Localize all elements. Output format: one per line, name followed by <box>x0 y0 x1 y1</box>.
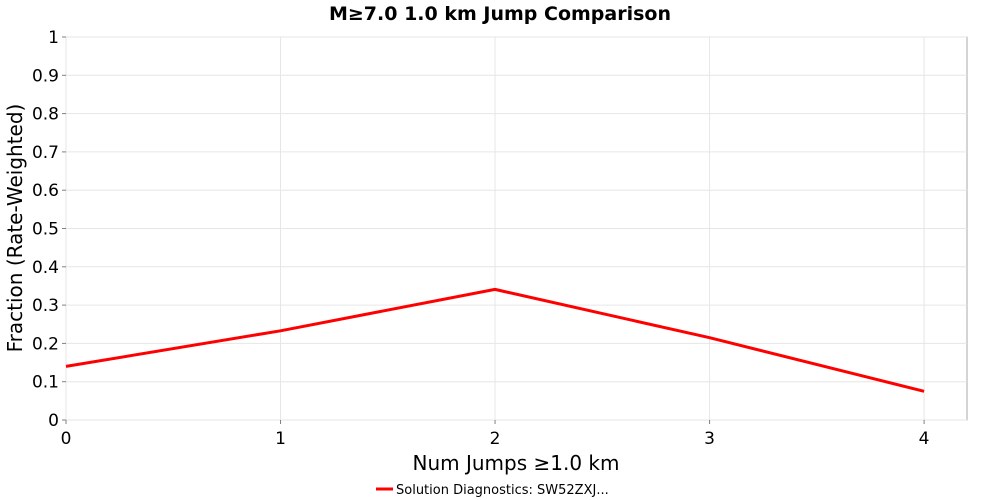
y-tick-label: 0.9 <box>32 66 59 86</box>
y-tick-label: 0.5 <box>32 220 59 240</box>
y-axis-label: Fraction (Rate-Weighted) <box>3 104 27 353</box>
legend-label: Solution Diagnostics: SW52ZXJ... <box>396 483 609 498</box>
y-tick-label: 0.8 <box>32 105 59 125</box>
x-tick-label: 3 <box>704 429 715 449</box>
x-tick-label: 0 <box>61 429 72 449</box>
y-tick-label: 0.2 <box>32 334 59 354</box>
y-tick-label: 0.7 <box>32 143 59 163</box>
chart-title: M≥7.0 1.0 km Jump Comparison <box>329 3 671 25</box>
y-tick-label: 0.4 <box>32 258 59 278</box>
x-tick-label: 4 <box>919 429 930 449</box>
series-line <box>65 287 925 393</box>
y-tick-label: 1 <box>48 28 59 48</box>
x-axis-label: Num Jumps ≥1.0 km <box>413 451 620 475</box>
grid <box>65 36 967 421</box>
y-tick-label: 0.6 <box>32 181 59 201</box>
y-tick-label: 0.3 <box>32 296 59 316</box>
x-tick-label: 2 <box>490 429 501 449</box>
axis-ticks: 0 1 2 3 4 0 0.1 0.2 0.3 0.4 0.5 0.6 0.7 0.8 0.9 1 <box>32 28 930 449</box>
y-tick-label: 0 <box>48 411 59 431</box>
series-lines <box>65 287 925 393</box>
legend: Solution Diagnostics: SW52ZXJ... <box>376 483 609 498</box>
y-tick-label: 0.1 <box>32 373 59 393</box>
x-tick-label: 1 <box>275 429 286 449</box>
